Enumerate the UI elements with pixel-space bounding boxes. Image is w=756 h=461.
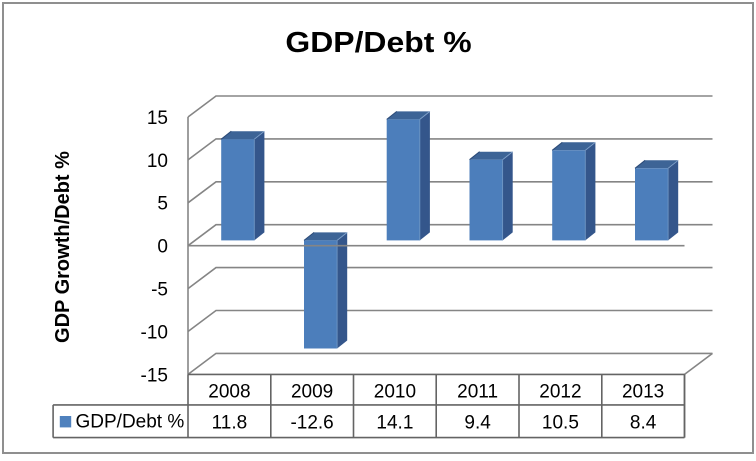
- svg-text:2011: 2011: [457, 382, 498, 403]
- svg-text:0: 0: [157, 237, 168, 258]
- svg-text:-10: -10: [141, 322, 168, 343]
- svg-text:-15: -15: [141, 365, 168, 386]
- svg-text:2010: 2010: [374, 382, 416, 403]
- svg-text:-5: -5: [151, 280, 168, 301]
- svg-text:9.4: 9.4: [464, 413, 491, 434]
- svg-text:10: 10: [147, 151, 168, 172]
- svg-text:2008: 2008: [208, 382, 250, 403]
- svg-text:11.8: 11.8: [212, 413, 248, 434]
- svg-text:2009: 2009: [291, 382, 333, 403]
- svg-text:-12.6: -12.6: [290, 413, 333, 434]
- svg-text:5: 5: [157, 194, 168, 215]
- svg-text:GDP/Debt %: GDP/Debt %: [76, 412, 185, 433]
- svg-text:GDP Growth/Debt %: GDP Growth/Debt %: [52, 151, 74, 343]
- svg-text:10.5: 10.5: [542, 413, 579, 434]
- svg-text:8.4: 8.4: [630, 413, 657, 434]
- svg-text:2012: 2012: [539, 382, 581, 403]
- svg-text:GDP/Debt %: GDP/Debt %: [285, 28, 471, 59]
- svg-text:15: 15: [147, 108, 168, 129]
- svg-text:2013: 2013: [622, 382, 664, 403]
- svg-text:14.1: 14.1: [376, 413, 413, 434]
